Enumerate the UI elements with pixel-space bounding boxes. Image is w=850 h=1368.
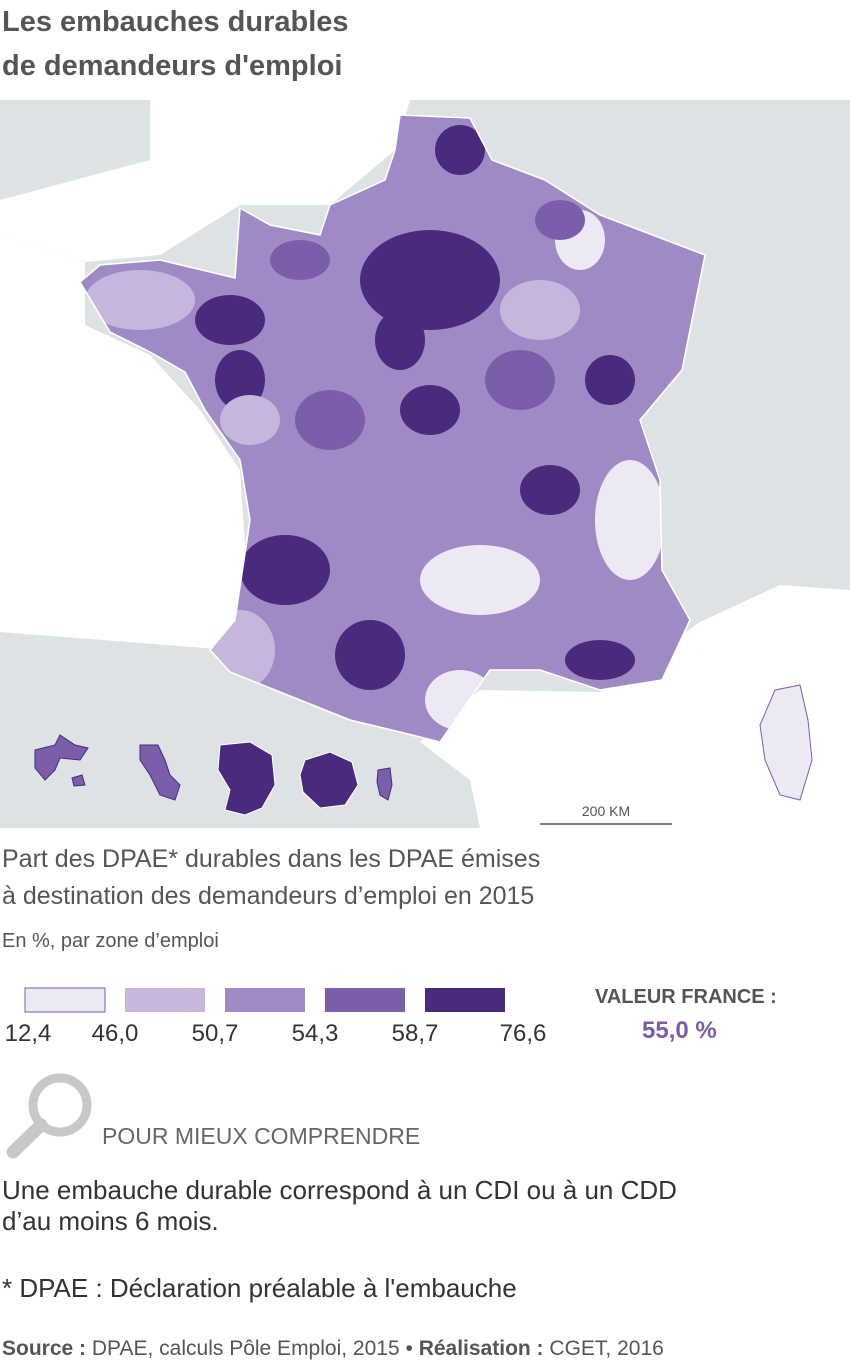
legend-break-label: 58,7 — [391, 1020, 439, 1047]
credit-text: CGET, 2016 — [549, 1337, 664, 1360]
credit-label: Réalisation : — [418, 1337, 544, 1360]
france-outline — [79, 114, 706, 743]
note-text: d’au moins 6 mois. — [2, 1206, 219, 1236]
guyane — [217, 741, 276, 816]
legend-swatch — [24, 987, 106, 1013]
sea — [0, 235, 246, 650]
map: 200 KM — [0, 100, 850, 828]
guadeloupe — [34, 734, 89, 787]
reunion — [299, 751, 359, 809]
legend-swatch — [125, 988, 205, 1012]
source-line: Source : DPAE, calculs Pôle Emploi, 2015… — [2, 1337, 664, 1361]
legend-break-label: 46,0 — [91, 1020, 139, 1047]
sea — [0, 100, 410, 262]
france-zones — [80, 115, 705, 742]
legend-swatches — [24, 987, 505, 1013]
france-label: VALEUR FRANCE : — [595, 986, 777, 1008]
legend-break-label: 12,4 — [4, 1020, 52, 1047]
separator: • — [405, 1337, 413, 1360]
legend-swatch — [425, 988, 505, 1012]
footnote: * DPAE : Déclaration préalable à l'embau… — [2, 1273, 517, 1303]
source-label: Source : — [2, 1337, 87, 1360]
legend-swatch — [325, 988, 405, 1012]
note-text: Une embauche durable correspond à un CDI… — [2, 1175, 677, 1205]
sea — [420, 585, 850, 828]
corsica — [759, 684, 813, 801]
note-heading: POUR MIEUX COMPRENDRE — [102, 1123, 421, 1149]
legend-break-label: 54,3 — [291, 1020, 339, 1047]
mayotte — [376, 767, 393, 801]
legend-title-line: Part des DPAE* durables dans les DPAE ém… — [2, 845, 541, 873]
martinique — [139, 744, 181, 801]
source-text: DPAE, calculs Pôle Emploi, 2015 — [91, 1337, 400, 1360]
legend-subtitle: En %, par zone d’emploi — [2, 930, 219, 952]
magnifier-icon — [6, 1073, 92, 1159]
legend-break-label: 50,7 — [191, 1020, 239, 1047]
france-value: 55,0 % — [642, 1017, 717, 1044]
legend-title-line: à destination des demandeurs d’emploi en… — [2, 882, 535, 910]
legend-break-label: 76,6 — [499, 1020, 547, 1047]
scale-label: 200 KM — [582, 803, 630, 819]
title-line: de demandeurs d'emploi — [2, 50, 343, 82]
legend-swatch — [225, 988, 305, 1012]
title-line: Les embauches durables — [2, 6, 349, 38]
